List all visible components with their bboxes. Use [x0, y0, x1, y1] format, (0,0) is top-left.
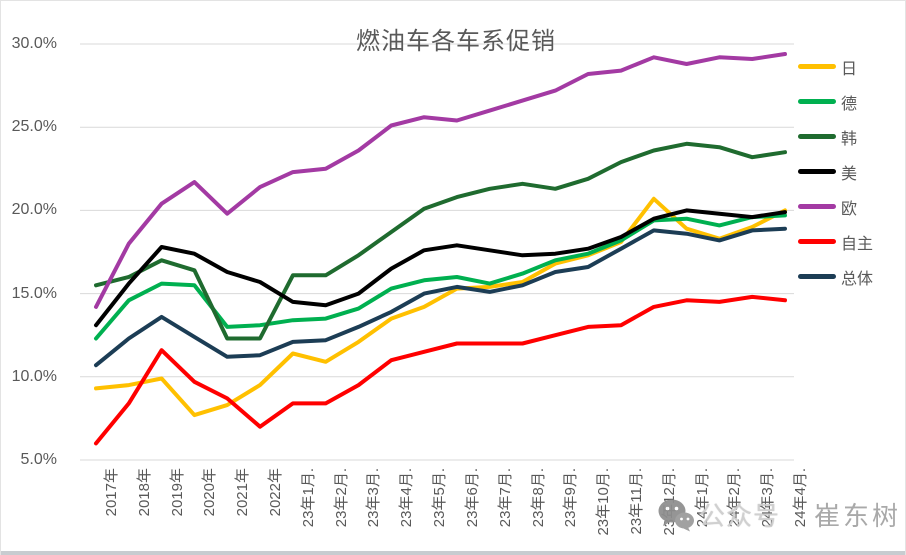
- x-tick-label: 23年6月.: [463, 468, 481, 528]
- y-tick-label: 5.0%: [20, 451, 57, 468]
- x-tick-label: 23年8月.: [529, 468, 547, 528]
- legend-swatch: [798, 99, 836, 104]
- x-tick-label: 23年10月.: [595, 468, 613, 536]
- legend-item-韩: 韩: [798, 119, 905, 154]
- x-tick-label: 2017年: [103, 468, 120, 517]
- y-tick-label: 30.0%: [11, 35, 57, 52]
- legend-label: 自主: [841, 235, 874, 253]
- y-tick-label: 15.0%: [11, 284, 57, 302]
- legend-swatch: [798, 64, 836, 69]
- x-tick-label: 23年4月.: [398, 468, 416, 528]
- legend-item-日: 日: [798, 49, 905, 84]
- legend-label: 美: [841, 165, 858, 183]
- legend-swatch: [798, 169, 836, 174]
- x-tick-label: 2020年: [201, 468, 219, 517]
- x-tick-label: 2018年: [135, 468, 153, 517]
- bottom-border: [1, 551, 905, 555]
- legend-item-总体: 总体: [798, 259, 905, 294]
- legend-item-美: 美: [798, 154, 905, 189]
- watermark-account-name: 崔东树: [814, 501, 902, 531]
- legend-item-德: 德: [798, 84, 905, 119]
- y-tick-label: 25.0%: [11, 118, 57, 136]
- legend-swatch: [798, 204, 836, 209]
- legend: 日德韩美欧自主 总体: [798, 49, 905, 294]
- x-tick-label: 23年5月.: [431, 468, 449, 528]
- legend-swatch: [798, 134, 836, 139]
- watermark: 公众号 崔东树: [657, 496, 901, 533]
- legend-label: 总体: [841, 270, 874, 288]
- y-tick-label: 10.0%: [11, 367, 57, 385]
- legend-label: 德: [841, 95, 858, 113]
- x-tick-label: 23年7月.: [496, 468, 514, 528]
- legend-swatch: [798, 274, 836, 279]
- legend-label: 欧: [841, 200, 858, 218]
- legend-item-自主: 自主: [798, 224, 905, 259]
- x-tick-label: 23年1月.: [299, 468, 317, 528]
- series-lines: [94, 52, 787, 446]
- x-tick-label: 23年2月.: [332, 468, 350, 528]
- x-tick-label: 23年3月.: [365, 468, 383, 528]
- legend-item-欧: 欧: [798, 189, 905, 224]
- legend-label: 韩: [841, 130, 858, 148]
- y-tick-label: 20.0%: [11, 201, 57, 219]
- series-line-总体: [94, 226, 787, 368]
- chart-title: 燃油车各车系促销: [356, 28, 556, 55]
- x-tick-label: 23年11月.: [627, 468, 645, 535]
- series-line-自主: [94, 294, 787, 446]
- series-line-欧: [94, 52, 787, 309]
- x-tick-label: 2019年: [168, 468, 186, 517]
- x-tick-label: 2021年: [234, 468, 252, 517]
- watermark-account-type: 公众号: [699, 501, 781, 531]
- wechat-icon: [658, 499, 694, 531]
- x-tick-label: 23年9月.: [562, 468, 580, 528]
- series-line-韩: [94, 141, 787, 341]
- series-line-美: [94, 208, 787, 328]
- legend-swatch: [798, 239, 836, 244]
- x-tick-label: 2022年: [267, 468, 285, 517]
- legend-label: 日: [841, 60, 858, 78]
